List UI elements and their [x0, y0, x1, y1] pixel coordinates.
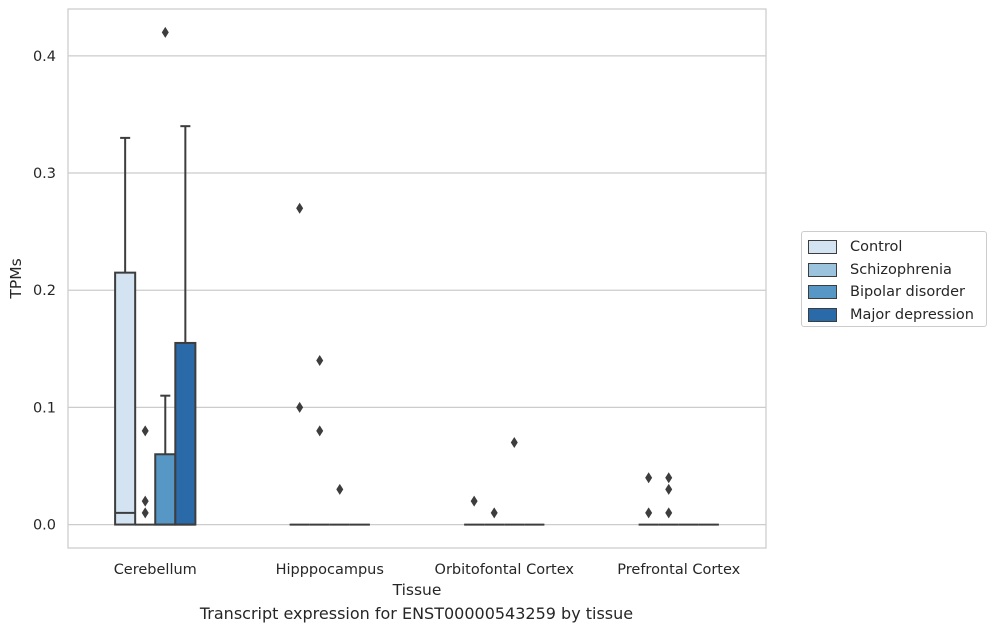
legend-swatch	[808, 262, 837, 277]
outlier-point	[161, 26, 169, 38]
legend-item: Schizophrenia	[808, 259, 986, 282]
x-axis-label: Tissue	[392, 581, 442, 599]
outlier-point	[490, 507, 498, 519]
box-rect	[114, 271, 137, 526]
y-tick-label: 0.0	[33, 518, 56, 534]
outlier-point	[665, 507, 673, 519]
plot-area-frame	[67, 8, 767, 549]
box-2-0	[154, 394, 177, 526]
legend-label: Schizophrenia	[850, 261, 952, 278]
chart-title: Transcript expression for ENST0000054325…	[199, 604, 634, 623]
y-tick-label: 0.3	[33, 166, 56, 182]
y-tick-label: 0.2	[33, 283, 56, 299]
box-rect	[174, 341, 197, 526]
legend-item: Bipolar disorder	[808, 281, 986, 304]
box-3-0	[174, 125, 197, 526]
legend-swatch	[808, 285, 837, 300]
outlier-point	[141, 425, 149, 437]
x-tick-label: Hipppocampus	[276, 562, 384, 578]
legend-item: Major depression	[808, 304, 986, 327]
legend-swatch	[808, 240, 837, 255]
legend-label: Bipolar disorder	[850, 284, 965, 301]
legend-label: Control	[850, 239, 903, 256]
x-tick-labels: Cerebellum Hipppocampus Orbitofontal Corte…	[114, 562, 741, 578]
outlier-point	[316, 355, 324, 367]
x-tick-label: Orbitofontal Cortex	[435, 562, 575, 578]
outlier-point	[141, 507, 149, 519]
legend-item: Control	[808, 236, 986, 259]
outlier-point	[336, 483, 344, 495]
outlier-point	[645, 507, 653, 519]
outlier-point	[296, 401, 304, 413]
x-tick-label: Prefrontal Cortex	[617, 562, 740, 578]
legend: Control Schizophrenia Bipolar disorder Majo…	[801, 231, 987, 327]
box-0-0	[114, 136, 137, 526]
outlier-point	[296, 202, 304, 214]
outlier-point	[316, 425, 324, 437]
x-tick-label: Cerebellum	[114, 562, 197, 578]
y-tick-label: 0.4	[33, 49, 56, 65]
y-tick-labels: 0.0 0.1 0.2 0.3 0.4	[33, 49, 56, 534]
outlier-point	[645, 472, 653, 484]
box-rect	[154, 453, 177, 526]
outlier-point	[665, 483, 673, 495]
outlier-point	[470, 495, 478, 507]
legend-label: Major depression	[850, 306, 974, 323]
y-tick-label: 0.1	[33, 400, 56, 416]
y-axis-label: TPMs	[7, 258, 25, 299]
outlier-points	[141, 26, 673, 519]
outlier-point	[141, 495, 149, 507]
boxplots	[114, 125, 719, 526]
outlier-point	[510, 437, 518, 449]
legend-swatch	[808, 307, 837, 322]
outlier-point	[665, 472, 673, 484]
